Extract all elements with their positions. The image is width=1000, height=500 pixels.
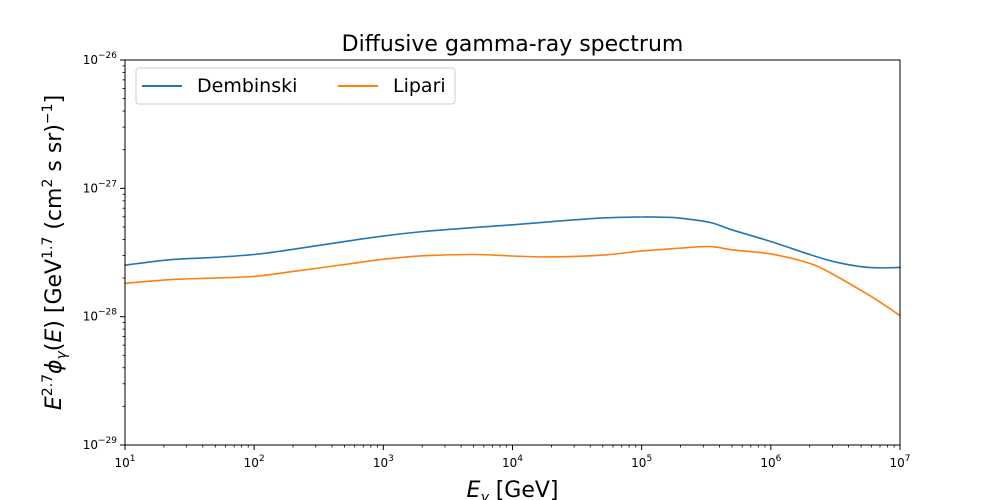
x-tick-label: 106 [760,454,781,470]
y-tick-label: 10−28 [83,308,118,324]
x-tick-label: 105 [631,454,652,470]
series-line-dembinski [124,216,901,269]
legend-label-dembinski: Dembinski [197,75,297,97]
y-axis-title: E2.7ϕγ(E) [GeV1.7 (cm2 s sr)−1] [40,95,70,410]
x-axis: 101 102 103 104 105 106 107 [114,445,911,470]
x-tick-label: 107 [889,454,910,470]
legend-box [135,67,456,105]
series-layer [124,216,901,317]
y-tick-label: 10−29 [83,436,118,452]
legend-label-lipari: Lipari [393,75,446,97]
x-tick-label: 101 [114,454,135,470]
x-tick-label: 103 [373,454,394,470]
y-axis: 10−29 10−28 10−27 10−26 [83,51,125,452]
chart-title: Diffusive gamma-ray spectrum [342,32,684,57]
y-tick-label: 10−26 [83,51,118,67]
x-tick-label: 102 [244,454,265,470]
x-axis-title: Eγ [GeV] [467,478,559,500]
x-tick-label: 104 [502,454,523,470]
legend: Dembinski Lipari [135,67,456,105]
series-line-lipari [124,245,901,317]
y-tick-label: 10−27 [83,179,117,195]
